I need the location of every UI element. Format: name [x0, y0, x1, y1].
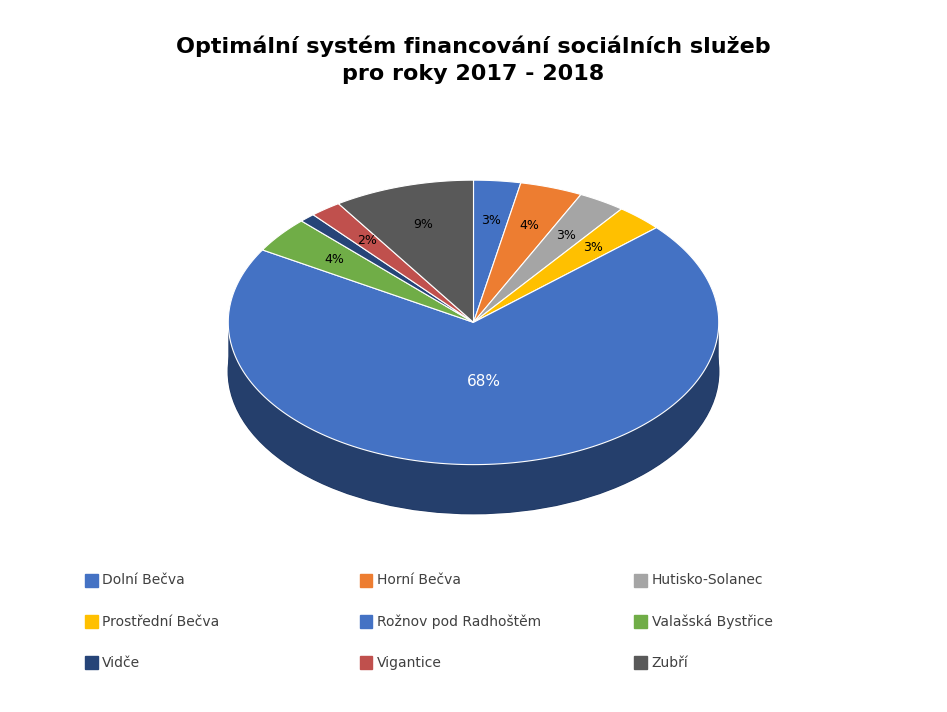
Polygon shape [313, 204, 474, 323]
Text: Rožnov pod Radhoštěm: Rožnov pod Radhoštěm [377, 614, 541, 629]
Ellipse shape [228, 229, 719, 513]
Polygon shape [474, 180, 521, 323]
Text: Prostřední Bečva: Prostřední Bečva [102, 614, 220, 629]
Polygon shape [262, 221, 474, 323]
Text: Hutisko-Solanec: Hutisko-Solanec [652, 573, 763, 587]
Polygon shape [474, 183, 581, 323]
Text: Optimální systém financování sociálních služeb
pro roky 2017 - 2018: Optimální systém financování sociálních … [176, 36, 771, 83]
Text: Dolní Bečva: Dolní Bečva [102, 573, 185, 587]
Polygon shape [474, 194, 621, 323]
Text: Valašská Bystřice: Valašská Bystřice [652, 614, 773, 629]
Text: 4%: 4% [325, 253, 345, 266]
Text: Horní Bečva: Horní Bečva [377, 573, 461, 587]
Polygon shape [228, 228, 719, 465]
Text: 3%: 3% [481, 214, 501, 227]
Polygon shape [338, 180, 474, 323]
Text: Zubří: Zubří [652, 656, 688, 670]
Text: 4%: 4% [520, 219, 540, 232]
Text: Vidče: Vidče [102, 656, 140, 670]
Text: 2%: 2% [357, 234, 377, 247]
Text: 9%: 9% [413, 218, 433, 231]
Polygon shape [228, 323, 719, 513]
Polygon shape [301, 215, 474, 323]
Text: 3%: 3% [556, 229, 576, 241]
Text: 68%: 68% [467, 375, 501, 389]
Text: Vigantice: Vigantice [377, 656, 442, 670]
Polygon shape [474, 209, 656, 323]
Text: 3%: 3% [583, 241, 603, 253]
